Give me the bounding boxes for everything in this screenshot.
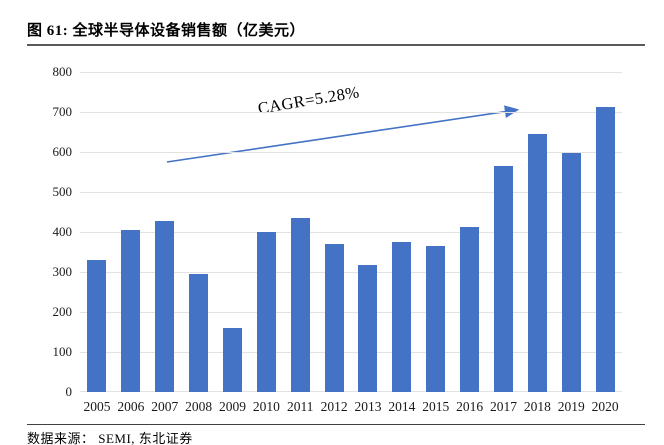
bar-2018 xyxy=(527,134,547,392)
x-tick-label-2008: 2008 xyxy=(185,399,213,414)
bar-2013 xyxy=(358,264,378,392)
bar-2011 xyxy=(290,218,310,392)
bar-2019 xyxy=(561,152,581,392)
y-tick-label-700: 700 xyxy=(52,104,73,119)
x-tick-label-2014: 2014 xyxy=(388,399,416,414)
figure-title: 图 61: 全球半导体设备销售额（亿美元） xyxy=(27,23,305,39)
x-tick-label-2018: 2018 xyxy=(523,399,551,414)
y-tick-label-800: 800 xyxy=(52,64,73,79)
y-tick-label-600: 600 xyxy=(52,144,73,159)
gridline-500 xyxy=(80,191,622,193)
bar-2005 xyxy=(87,260,107,392)
cagr-trend-arrow xyxy=(166,105,520,163)
y-tick-label-200: 200 xyxy=(52,304,73,319)
gridline-400 xyxy=(80,231,622,233)
bar-2006 xyxy=(121,230,141,392)
bar-2009 xyxy=(222,328,242,392)
y-tick-label-400: 400 xyxy=(52,224,73,239)
x-tick-label-2005: 2005 xyxy=(83,399,111,414)
data-source-note: 数据来源： SEMI, 东北证券 xyxy=(27,431,193,445)
bar-2015 xyxy=(426,246,446,392)
bar-2017 xyxy=(493,165,513,392)
gridline-300 xyxy=(80,271,622,273)
x-tick-label-2015: 2015 xyxy=(422,399,450,414)
x-tick-label-2006: 2006 xyxy=(117,399,145,414)
figure-header: 图 61: 全球半导体设备销售额（亿美元） xyxy=(27,19,645,46)
x-tick-label-2013: 2013 xyxy=(354,399,382,414)
bar-2007 xyxy=(155,220,175,392)
x-tick-label-2020: 2020 xyxy=(591,399,619,414)
gridline-800 xyxy=(80,72,622,73)
x-tick-label-2017: 2017 xyxy=(489,399,517,414)
y-tick-label-300: 300 xyxy=(52,264,73,279)
gridline-600 xyxy=(80,151,622,153)
x-tick-label-2012: 2012 xyxy=(320,399,348,414)
x-tick-label-2011: 2011 xyxy=(286,399,314,414)
gridline-200 xyxy=(80,311,622,313)
x-tick-label-2019: 2019 xyxy=(557,399,585,414)
gridline-100 xyxy=(80,351,622,353)
bar-2016 xyxy=(460,227,480,392)
bar-2012 xyxy=(324,244,344,392)
gridline-0 xyxy=(80,391,622,392)
bar-2010 xyxy=(256,232,276,392)
figure-footer: 数据来源： SEMI, 东北证券 xyxy=(27,424,645,445)
gridline-700 xyxy=(80,111,622,113)
y-tick-label-0: 0 xyxy=(65,384,73,399)
x-tick-label-2007: 2007 xyxy=(151,399,179,414)
y-tick-label-500: 500 xyxy=(52,184,73,199)
x-tick-label-2016: 2016 xyxy=(456,399,484,414)
x-tick-label-2009: 2009 xyxy=(218,399,246,414)
bar-2014 xyxy=(392,242,412,392)
bar-2020 xyxy=(595,107,615,392)
y-tick-label-100: 100 xyxy=(52,344,73,359)
x-tick-label-2010: 2010 xyxy=(252,399,280,414)
bar-chart: CAGR=5.28% 0 100 200 300 400 500 600 700 800 2005… xyxy=(53,64,622,414)
bar-2008 xyxy=(189,274,209,392)
